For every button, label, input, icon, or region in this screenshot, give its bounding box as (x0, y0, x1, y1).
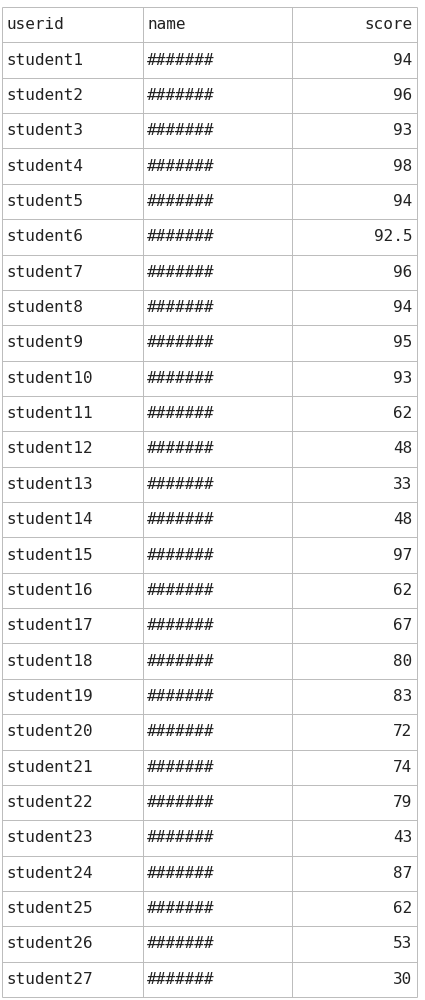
Text: #######: ####### (147, 265, 215, 280)
Text: 94: 94 (393, 194, 412, 209)
Text: student7: student7 (6, 265, 83, 280)
Text: student1: student1 (6, 53, 83, 68)
Text: student21: student21 (6, 760, 93, 775)
Text: 43: 43 (393, 830, 412, 845)
Text: 83: 83 (393, 689, 412, 704)
Text: 79: 79 (393, 795, 412, 810)
Text: 62: 62 (393, 583, 412, 598)
Text: 62: 62 (393, 406, 412, 421)
Text: 80: 80 (393, 654, 412, 669)
Text: student5: student5 (6, 194, 83, 209)
Text: #######: ####### (147, 724, 215, 739)
Text: student15: student15 (6, 548, 93, 563)
Text: #######: ####### (147, 830, 215, 845)
Text: 94: 94 (393, 53, 412, 68)
Text: #######: ####### (147, 972, 215, 987)
Text: student23: student23 (6, 830, 93, 845)
Text: #######: ####### (147, 936, 215, 951)
Text: student18: student18 (6, 654, 93, 669)
Text: #######: ####### (147, 654, 215, 669)
Text: 98: 98 (393, 159, 412, 174)
Text: student20: student20 (6, 724, 93, 739)
Text: #######: ####### (147, 53, 215, 68)
Text: student8: student8 (6, 300, 83, 315)
Text: 97: 97 (393, 548, 412, 563)
Text: #######: ####### (147, 88, 215, 103)
Text: student2: student2 (6, 88, 83, 103)
Text: 48: 48 (393, 512, 412, 527)
Text: 53: 53 (393, 936, 412, 951)
Text: student25: student25 (6, 901, 93, 916)
Text: #######: ####### (147, 583, 215, 598)
Text: 30: 30 (393, 972, 412, 987)
Text: student11: student11 (6, 406, 93, 421)
Text: student9: student9 (6, 335, 83, 350)
Text: #######: ####### (147, 512, 215, 527)
Text: 62: 62 (393, 901, 412, 916)
Text: student22: student22 (6, 795, 93, 810)
Text: #######: ####### (147, 123, 215, 138)
Text: 94: 94 (393, 300, 412, 315)
Text: #######: ####### (147, 548, 215, 563)
Text: #######: ####### (147, 618, 215, 633)
Text: #######: ####### (147, 795, 215, 810)
Text: 48: 48 (393, 441, 412, 456)
Text: #######: ####### (147, 406, 215, 421)
Text: student3: student3 (6, 123, 83, 138)
Text: student16: student16 (6, 583, 93, 598)
Text: #######: ####### (147, 194, 215, 209)
Text: 74: 74 (393, 760, 412, 775)
Text: student12: student12 (6, 441, 93, 456)
Text: student17: student17 (6, 618, 93, 633)
Text: student19: student19 (6, 689, 93, 704)
Text: 93: 93 (393, 123, 412, 138)
Text: userid: userid (6, 17, 64, 32)
Text: student13: student13 (6, 477, 93, 492)
Text: student14: student14 (6, 512, 93, 527)
Text: #######: ####### (147, 371, 215, 386)
Text: student26: student26 (6, 936, 93, 951)
Text: student6: student6 (6, 229, 83, 244)
Text: score: score (364, 17, 412, 32)
Text: #######: ####### (147, 335, 215, 350)
Text: student10: student10 (6, 371, 93, 386)
Text: #######: ####### (147, 300, 215, 315)
Text: 87: 87 (393, 866, 412, 881)
Text: student4: student4 (6, 159, 83, 174)
Text: 93: 93 (393, 371, 412, 386)
Text: #######: ####### (147, 866, 215, 881)
Text: #######: ####### (147, 159, 215, 174)
Text: 95: 95 (393, 335, 412, 350)
Text: 96: 96 (393, 88, 412, 103)
Text: 33: 33 (393, 477, 412, 492)
Text: name: name (147, 17, 186, 32)
Text: student27: student27 (6, 972, 93, 987)
Text: #######: ####### (147, 441, 215, 456)
Text: 96: 96 (393, 265, 412, 280)
Text: #######: ####### (147, 229, 215, 244)
Text: #######: ####### (147, 689, 215, 704)
Text: 72: 72 (393, 724, 412, 739)
Text: #######: ####### (147, 760, 215, 775)
Text: #######: ####### (147, 477, 215, 492)
Text: student24: student24 (6, 866, 93, 881)
Text: 92.5: 92.5 (374, 229, 412, 244)
Text: 67: 67 (393, 618, 412, 633)
Text: #######: ####### (147, 901, 215, 916)
